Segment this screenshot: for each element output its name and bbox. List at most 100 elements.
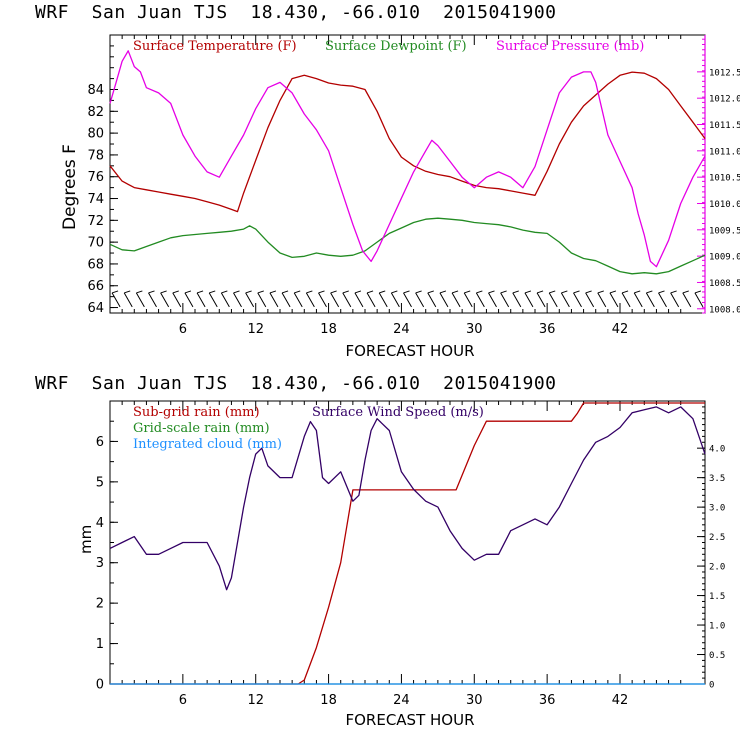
y-tick-label: 76 <box>87 170 104 185</box>
wind-barb-flag <box>658 290 665 294</box>
legend-integrated-cloud: Integrated cloud (mm) <box>133 437 282 452</box>
wind-barb <box>257 292 267 308</box>
wind-barb <box>633 292 643 308</box>
wind-barb-flag <box>427 290 434 294</box>
wind-barb-flag <box>245 290 252 294</box>
wind-barb <box>475 292 485 308</box>
y2-tick-label: 1012.5 <box>709 68 740 78</box>
wind-barb-flag <box>694 290 702 294</box>
wind-barb-flag <box>573 290 580 294</box>
wind-barb <box>463 292 473 308</box>
wind-barb-flag <box>124 290 131 294</box>
wind-barb <box>378 292 388 308</box>
wind-barb-flag <box>561 290 568 294</box>
wind-barb-flag <box>536 290 544 294</box>
wind-barb-flag <box>597 290 604 294</box>
wind-barb-flag <box>233 290 240 294</box>
x-tick-label: 18 <box>320 322 337 337</box>
wind-barb-flag <box>148 290 155 294</box>
wind-barb-flag <box>634 290 641 294</box>
wind-barb <box>233 292 242 308</box>
wind-barb-flag <box>318 290 325 294</box>
wind-barb-flag <box>391 290 398 294</box>
x-tick-label: 30 <box>466 322 483 337</box>
y-tick-label: 78 <box>87 148 104 163</box>
surface-pressure-mb-line <box>109 50 706 268</box>
axis-ticks: 6 12 18 24 30 36 42012345600.51.01.52.02.53.03… <box>96 400 725 708</box>
y-tick-label: 0 <box>96 678 104 693</box>
y2-tick-label: 1008.0 <box>709 305 740 315</box>
wind-barb <box>208 292 218 308</box>
wind-barb <box>597 292 607 308</box>
wind-barb-flag <box>464 290 471 294</box>
plot-frame <box>109 34 706 314</box>
wind-barb <box>184 292 194 308</box>
y-tick-label: 84 <box>87 83 104 98</box>
y2-tick-label: 2.0 <box>709 563 725 573</box>
wind-barb-flag <box>111 290 119 294</box>
wind-barb-flag <box>379 290 386 294</box>
wind-barb <box>366 292 376 308</box>
wind-barb <box>354 292 364 308</box>
y2-tick-label: 1012.0 <box>709 95 740 105</box>
y2-tick-label: 1010.0 <box>709 200 740 210</box>
series-lines <box>109 50 706 275</box>
y-tick-label: 80 <box>87 127 104 142</box>
y-tick-label: 5 <box>96 475 104 490</box>
wind-barb <box>269 292 279 308</box>
x-tick-label: 36 <box>539 322 556 337</box>
wind-barb <box>621 292 631 308</box>
wind-barb-flag <box>330 290 337 294</box>
wind-barb <box>305 292 315 308</box>
wind-barb-flag <box>342 290 349 294</box>
wind-barb <box>439 292 449 308</box>
y2-tick-label: 3.5 <box>709 474 725 484</box>
y-tick-label: 4 <box>96 516 104 531</box>
y2-tick-label: 1009.5 <box>709 226 740 236</box>
wind-barb <box>524 292 534 308</box>
legend-subgrid-rain: Sub-grid rain (mm) <box>133 405 260 420</box>
legend-wind-speed: Surface Wind Speed (m/s) <box>312 405 484 420</box>
x-tick-label: 42 <box>612 693 629 708</box>
wind-barb-flag <box>621 290 629 294</box>
x-tick-label: 6 <box>179 322 187 337</box>
wind-barb <box>609 292 619 308</box>
x-tick-label: 36 <box>539 693 556 708</box>
surface-wind-speed-m-s-line <box>109 406 706 591</box>
wind-barb-flag <box>403 290 410 294</box>
wind-barb <box>548 292 558 308</box>
wind-barb-flag <box>682 290 689 294</box>
wind-barb-flag <box>549 290 556 294</box>
series-lines <box>109 402 706 685</box>
wind-barb <box>670 292 680 308</box>
x-tick-label: 12 <box>247 322 264 337</box>
wind-barb <box>196 292 206 308</box>
wind-barbs <box>111 290 704 308</box>
y-tick-label: 68 <box>87 257 104 272</box>
precip-wind-panel: WRF San Juan TJS 18.430, -66.010 2015041… <box>35 373 725 729</box>
wind-barb <box>123 292 133 308</box>
wind-barb <box>658 292 667 308</box>
wind-barb-flag <box>366 290 374 294</box>
x-tick-label: 24 <box>393 693 410 708</box>
y2-tick-label: 2.5 <box>709 533 725 543</box>
sub-grid-rain-mm-line <box>110 402 705 685</box>
wind-barb-flag <box>160 290 167 294</box>
wind-barb <box>560 292 570 308</box>
legend-gridscale-rain: Grid-scale rain (mm) <box>133 421 270 436</box>
x-axis-label: FORECAST HOUR <box>345 342 474 360</box>
wind-barb <box>135 292 145 308</box>
y2-tick-label: 0.5 <box>709 651 725 661</box>
wind-barb-flag <box>646 290 653 294</box>
x-tick-label: 12 <box>247 693 264 708</box>
y2-tick-label: 3.0 <box>709 504 725 514</box>
y2-tick-label: 1010.5 <box>709 174 740 184</box>
axis-ticks: 6 12 18 24 30 36 42 64 66 68 70 72 74 76 78 80 82 84 1008.… <box>87 34 740 337</box>
wind-barb <box>330 292 340 308</box>
y2-tick-label: 1008.5 <box>709 279 740 289</box>
x-tick-label: 42 <box>612 322 629 337</box>
wind-barb <box>403 292 412 308</box>
wind-barb <box>390 292 400 308</box>
legend-temperature: Surface Temperature (F) <box>133 39 297 54</box>
